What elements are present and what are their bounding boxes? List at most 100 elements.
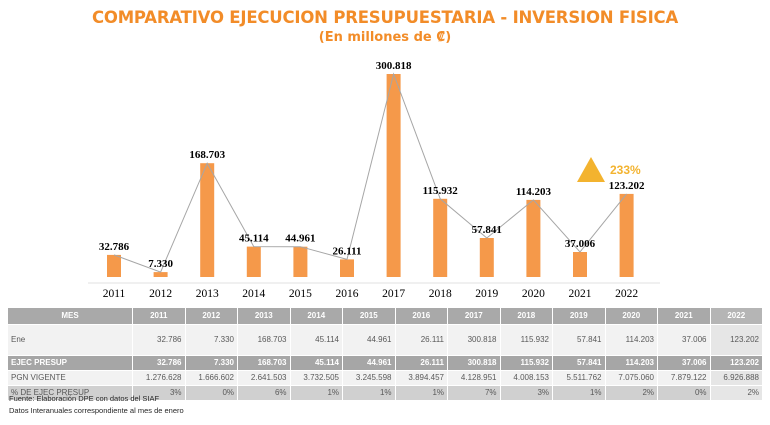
table-cell: 37.006 <box>657 324 711 356</box>
table-cell: 2% <box>604 385 658 401</box>
bar-2011 <box>107 254 121 277</box>
header-year: 2012 <box>184 307 238 325</box>
value-label-2015: 44.961 <box>285 233 315 245</box>
table-cell: 0% <box>657 385 711 401</box>
data-table: MES 2011 2012 2013 2014 2015 2016 2017 2018 2019 2… <box>7 307 763 401</box>
tick-label-2015: 2015 <box>289 288 312 300</box>
header-year: 2018 <box>499 307 553 325</box>
tick-label-2019: 2019 <box>475 288 498 300</box>
bar-2017 <box>386 74 401 277</box>
row-label: EJEC PRESUP <box>7 355 133 371</box>
header-year: 2017 <box>447 307 501 325</box>
header-label: MES <box>7 307 133 325</box>
table-cell: 300.818 <box>447 324 501 356</box>
value-label-2018: 115.932 <box>423 185 459 197</box>
table-cell: 32.786 <box>132 355 186 371</box>
row-label: PGN VIGENTE <box>7 370 133 386</box>
table-cell: 300.818 <box>447 355 501 371</box>
table-row-pgn: PGN VIGENTE 1.276.628 1.666.602 2.641.503 3.… <box>7 370 763 386</box>
value-label-2017: 300.818 <box>376 60 412 72</box>
table-row-ene: Ene 32.786 7.330 168.703 45.114 44.961 26.111 3… <box>7 324 763 356</box>
tick-label-2011: 2011 <box>103 288 126 300</box>
table-cell: 115.932 <box>499 324 553 356</box>
table-cell: 26.111 <box>394 324 448 356</box>
source-note: Fuente: Elaboración DPE con datos del SI… <box>9 394 160 403</box>
tick-label-2020: 2020 <box>522 288 545 300</box>
table-cell: 1% <box>289 385 343 401</box>
header-year: 2019 <box>552 307 606 325</box>
header-year: 2011 <box>132 307 186 325</box>
table-cell: 44.961 <box>342 355 396 371</box>
header-year: 2022 <box>709 307 763 325</box>
row-label: Ene <box>7 324 133 356</box>
table-cell: 1% <box>552 385 606 401</box>
value-label-2014: 45.114 <box>239 233 269 245</box>
table-cell: 115.932 <box>499 355 553 371</box>
table-cell: 2% <box>709 385 763 401</box>
table-cell: 3.732.505 <box>289 370 343 386</box>
table-cell: 168.703 <box>237 355 291 371</box>
trend-line <box>113 72 627 273</box>
table-cell: 1% <box>394 385 448 401</box>
row-label: % DE EJEC PRESUP <box>7 385 133 401</box>
header-year: 2015 <box>342 307 396 325</box>
bar-2021 <box>573 252 587 277</box>
table-cell: 7.330 <box>184 324 238 356</box>
chart-title: COMPARATIVO EJECUCION PRESUPUESTARIA - I… <box>91 8 679 27</box>
tick-label-2017: 2017 <box>382 288 405 300</box>
table-cell: 168.703 <box>237 324 291 356</box>
value-label-2019: 57.841 <box>472 224 502 236</box>
table-cell: 3% <box>132 385 186 401</box>
table-cell: 57.841 <box>552 324 606 356</box>
value-label-2012: 7.330 <box>148 258 173 270</box>
table-cell: 4.008.153 <box>499 370 553 386</box>
bar-2015 <box>293 246 308 277</box>
value-label-2016: 26.111 <box>332 245 361 257</box>
table-cell: 26.111 <box>394 355 448 371</box>
tick-label-2013: 2013 <box>196 288 219 300</box>
bar-2012 <box>153 272 168 277</box>
table-header-row: MES 2011 2012 2013 2014 2015 2016 2017 2018 2019 2… <box>7 307 763 325</box>
bar-chart: 32.786 7.330 168.703 45.114 44.961 26.111 300.… <box>88 60 660 300</box>
table-cell: 3.245.598 <box>342 370 396 386</box>
table-cell: 7.330 <box>184 355 238 371</box>
table-cell: 37.006 <box>657 355 711 371</box>
table-cell: 123.202 <box>709 324 763 356</box>
header-year: 2013 <box>237 307 291 325</box>
growth-annotation: 233% <box>610 163 641 177</box>
table-cell: 0% <box>184 385 238 401</box>
tick-label-2016: 2016 <box>336 288 359 300</box>
bar-2020 <box>526 199 541 277</box>
table-cell: 45.114 <box>289 324 343 356</box>
value-label-2013: 168.703 <box>189 149 225 161</box>
table-cell: 114.203 <box>604 355 658 371</box>
table-cell: 1% <box>342 385 396 401</box>
chart-subtitle: (En millones de ₡) <box>318 30 452 45</box>
header-year: 2014 <box>289 307 343 325</box>
table-cell: 32.786 <box>132 324 186 356</box>
table-row-ejec: EJEC PRESUP 32.786 7.330 168.703 45.114 44.96… <box>7 355 763 371</box>
value-label-2022: 123.202 <box>609 180 645 192</box>
table-cell: 7.075.060 <box>604 370 658 386</box>
table-cell: 3% <box>499 385 553 401</box>
bar-2014 <box>246 246 261 277</box>
header-year: 2020 <box>604 307 658 325</box>
table-cell: 7.879.122 <box>657 370 711 386</box>
header-year: 2021 <box>657 307 711 325</box>
table-row-pct: % DE EJEC PRESUP 3% 0% 6% 1% 1% 1% 7% 3% 1% 2% 0% 2% <box>7 385 763 401</box>
table-cell: 6% <box>237 385 291 401</box>
table-cell: 5.511.762 <box>552 370 606 386</box>
tick-label-2014: 2014 <box>242 288 265 300</box>
bar-2018 <box>433 198 448 277</box>
table-cell: 114.203 <box>604 324 658 356</box>
table-cell: 4.128.951 <box>447 370 501 386</box>
table-cell: 2.641.503 <box>237 370 291 386</box>
bar-2016 <box>340 259 354 277</box>
bar-2013 <box>200 163 215 277</box>
tick-label-2022: 2022 <box>615 288 638 300</box>
table-cell: 1.276.628 <box>132 370 186 386</box>
tick-label-2021: 2021 <box>569 288 592 300</box>
value-label-2020: 114.203 <box>516 186 552 198</box>
table-cell: 3.894.457 <box>394 370 448 386</box>
